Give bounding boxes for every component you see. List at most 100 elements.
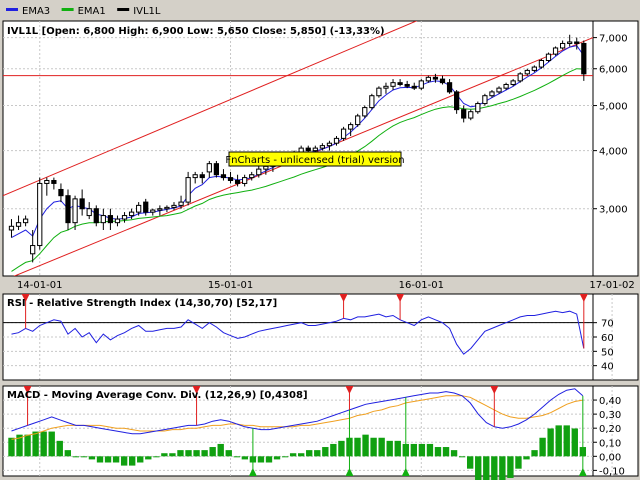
macd-hist-12 [105,456,111,462]
candle-body-10 [80,199,84,209]
candle-body-44 [320,146,324,148]
candle-body-19 [144,202,148,212]
candle-body-75 [539,60,543,67]
macd-hist-56 [459,456,465,457]
candle-body-74 [532,67,536,70]
candle-body-66 [476,104,480,112]
price-ytick-label-4: 7,000 [599,34,628,45]
candle-body-53 [384,86,388,88]
date-label-2: 16-01-01 [399,280,444,291]
legend-swatch-1 [62,8,74,11]
candle-body-26 [193,175,197,178]
candle-body-22 [165,207,169,208]
macd-hist-55 [451,450,457,456]
macd-ytick-label-3: 0,20 [599,424,621,435]
candle-body-60 [433,77,437,79]
candle-body-36 [264,166,268,169]
macd-hist-38 [314,450,320,456]
macd-hist-60 [491,456,497,480]
macd-ytick-label-4: 0,30 [599,410,621,421]
macd-hist-2 [24,435,30,457]
legend-label-0: EMA3 [22,6,50,17]
candle-body-69 [497,88,501,92]
macd-hist-51 [419,444,425,456]
date-label-1: 15-01-01 [208,280,253,291]
legend-swatch-2 [117,8,129,11]
macd-hist-45 [370,438,376,457]
candle-body-57 [412,86,416,88]
candle-body-51 [370,96,374,108]
legend-swatch-0 [6,8,18,11]
candle-body-6 [52,180,56,183]
macd-hist-43 [354,438,360,457]
candle-body-21 [158,209,162,210]
candle-body-2 [23,219,27,223]
candle-body-16 [122,216,126,220]
macd-hist-46 [378,438,384,457]
macd-hist-40 [330,444,336,456]
macd-hist-34 [282,456,288,457]
candle-body-28 [207,164,211,172]
date-label-3: 17-01-02 [589,280,634,291]
macd-ytick-label-1: 0,00 [599,452,621,463]
macd-hist-67 [547,428,553,456]
macd-hist-52 [427,444,433,456]
candle-body-71 [511,81,515,85]
candle-body-31 [228,178,232,181]
macd-hist-48 [395,441,401,456]
rsi-title: RSI - Relative Strength Index (14,30,70)… [7,298,277,309]
macd-hist-6 [57,441,63,456]
candle-body-50 [363,108,367,116]
candle-body-72 [518,74,522,81]
watermark-text: FnCharts - unlicensed (trial) version [225,155,404,166]
macd-hist-59 [483,456,489,480]
macd-hist-37 [306,450,312,456]
candle-body-59 [426,77,430,81]
macd-hist-61 [499,456,505,480]
candle-body-23 [172,205,176,207]
macd-hist-65 [531,450,537,456]
candle-body-43 [313,148,317,151]
macd-hist-9 [81,456,87,457]
macd-hist-22 [185,450,191,456]
candle-body-61 [440,79,444,83]
macd-hist-62 [507,456,513,478]
candle-body-34 [250,175,254,178]
macd-hist-31 [258,456,264,462]
macd-hist-5 [49,432,55,457]
candle-body-5 [45,180,49,183]
rsi-ytick-label-3: 70 [601,319,614,330]
macd-hist-16 [137,456,143,462]
macd-hist-63 [515,456,521,468]
candle-body-15 [115,219,119,223]
candle-body-7 [59,189,63,195]
macd-ytick-label-2: 0,10 [599,438,621,449]
candle-body-64 [462,110,466,118]
candle-body-24 [179,202,183,205]
macd-hist-64 [523,456,529,459]
candle-body-33 [243,178,247,184]
candle-body-25 [186,178,190,203]
price-title: IVL1L [Open: 6,800 High: 6,900 Low: 5,65… [7,26,385,37]
macd-hist-28 [234,456,240,457]
candle-body-81 [582,43,586,73]
macd-hist-69 [564,425,570,456]
macd-hist-57 [467,456,473,468]
macd-hist-47 [387,441,393,456]
candle-body-4 [38,183,42,245]
candle-body-68 [490,92,494,96]
date-label-0: 14-01-01 [17,280,62,291]
candle-body-12 [94,209,98,223]
candle-body-65 [469,112,473,118]
macd-hist-17 [145,456,151,459]
candle-body-70 [504,84,508,88]
candle-body-56 [405,84,409,86]
macd-hist-20 [169,453,175,456]
macd-hist-13 [113,456,119,462]
macd-hist-11 [97,456,103,462]
macd-hist-4 [40,432,46,457]
candle-body-17 [129,212,133,215]
candle-body-58 [419,81,423,88]
